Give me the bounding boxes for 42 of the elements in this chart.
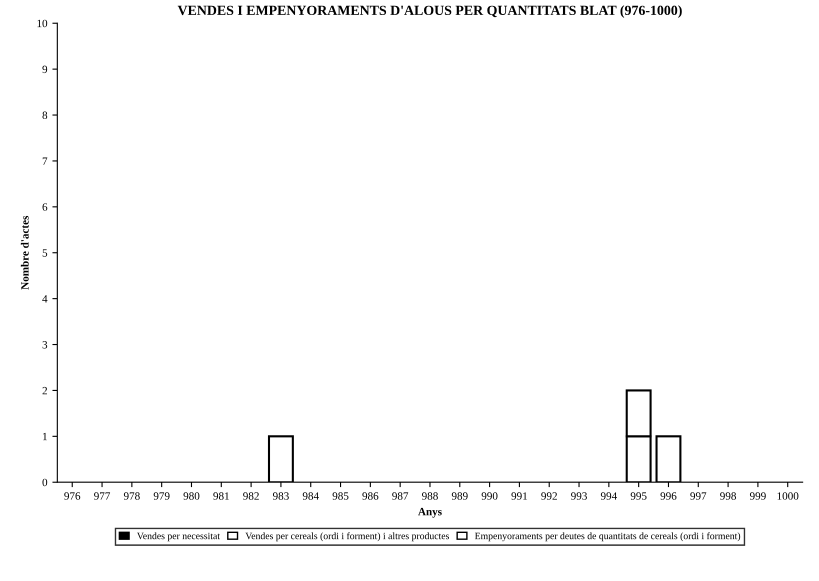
- y-tick-label: 7: [42, 158, 48, 165]
- x-tick-label: 998: [720, 492, 736, 500]
- x-tick-label: 991: [511, 492, 528, 500]
- x-tick-label: 1000: [778, 492, 798, 500]
- x-tick-label: 976: [64, 492, 80, 500]
- x-tick-label: 978: [124, 492, 140, 500]
- x-tick-label: 982: [243, 492, 259, 500]
- x-tick-label: 996: [660, 492, 676, 500]
- x-tick-label: 977: [94, 492, 110, 500]
- x-tick-label: 993: [571, 492, 587, 500]
- chart-title: VENDES I EMPENYORAMENTS D'ALOUS PER QUANTITATS BLAT (976-1000): [178, 5, 682, 18]
- y-tick-label: 6: [42, 203, 48, 211]
- legend-label: Vendes per cereals (ordi i forment) i altres productes: [245, 532, 450, 542]
- y-tick-label: 1: [43, 432, 47, 440]
- x-tick-label: 983: [272, 492, 289, 500]
- x-tick-label: 981: [213, 492, 229, 500]
- y-tick-label: 3: [42, 341, 48, 348]
- x-tick-label: 985: [332, 492, 348, 500]
- x-tick-label: 992: [541, 492, 557, 500]
- x-tick-label: 995: [630, 492, 647, 500]
- x-tick-label: 999: [750, 492, 766, 500]
- x-tick-label: 997: [690, 492, 706, 500]
- y-tick-label: 10: [37, 20, 48, 28]
- x-tick-label: 989: [452, 492, 468, 500]
- y-tick-label: 5: [42, 249, 48, 257]
- y-axis-title: Nombre d'actes: [20, 216, 29, 290]
- y-tick-label: 0: [42, 478, 48, 486]
- y-tick-label: 9: [42, 66, 48, 74]
- legend-label: Vendes per necessitat: [136, 532, 220, 542]
- x-axis-title: Anys: [418, 508, 442, 518]
- legend-label: Empenyoraments per deutes de quantitats de cereals (ordi i forment): [474, 532, 740, 542]
- x-tick-label: 980: [184, 492, 200, 500]
- x-tick-label: 986: [362, 492, 378, 500]
- x-tick-label: 987: [392, 492, 408, 500]
- y-tick-label: 4: [42, 295, 48, 302]
- x-tick-label: 994: [600, 492, 618, 500]
- x-tick-label: 979: [154, 492, 170, 500]
- y-tick-label: 2: [42, 386, 47, 394]
- x-tick-label: 988: [422, 492, 438, 500]
- y-tick-label: 8: [42, 112, 48, 119]
- x-tick-label: 990: [482, 492, 498, 500]
- x-tick-label: 984: [302, 492, 319, 500]
